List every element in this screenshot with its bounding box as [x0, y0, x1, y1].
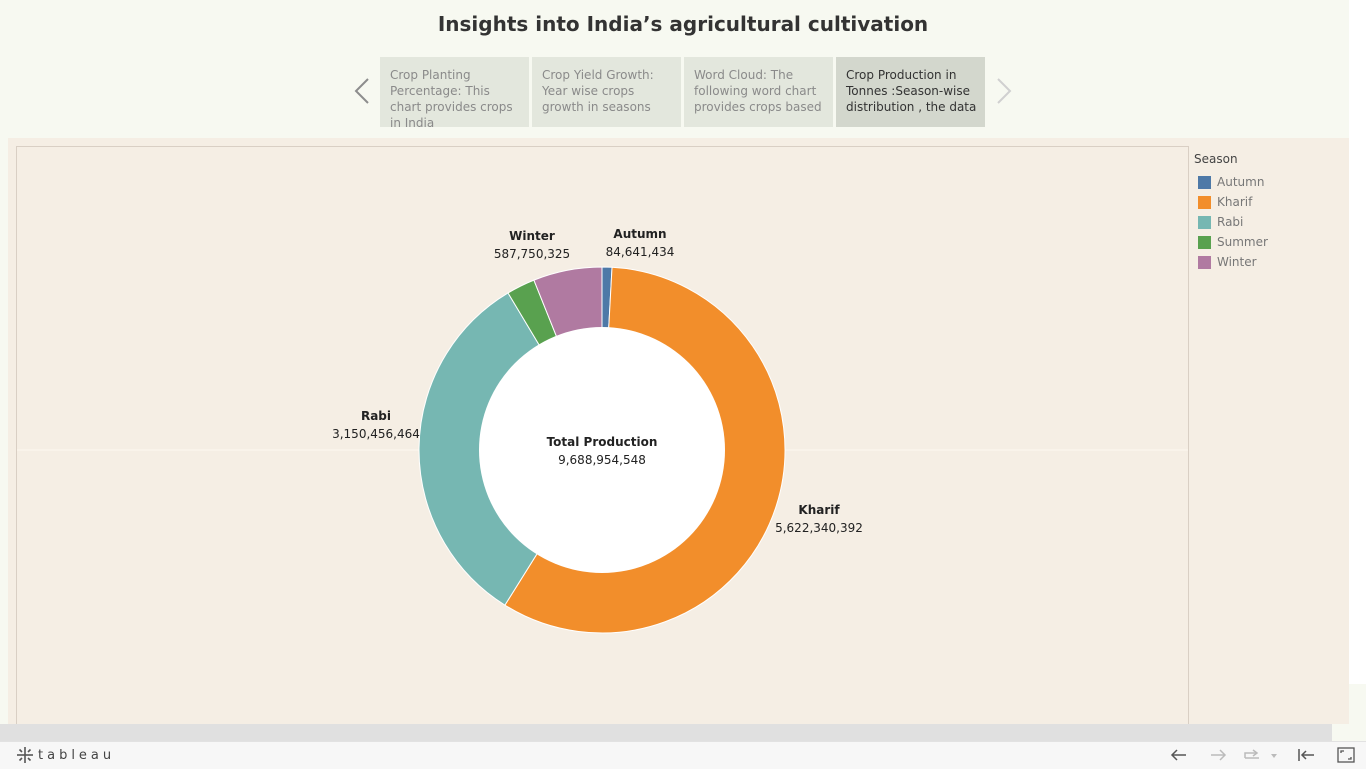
share-button[interactable] — [1242, 746, 1278, 764]
chevron-left-icon — [354, 78, 369, 104]
tableau-logo[interactable]: tableau — [16, 746, 115, 764]
horizontal-scrollbar[interactable] — [0, 724, 1332, 741]
legend-item-rabi[interactable]: Rabi — [1194, 212, 1344, 232]
arrow-right-icon — [1211, 749, 1227, 761]
center-label: Total Production — [547, 435, 658, 449]
legend-item-summer[interactable]: Summer — [1194, 232, 1344, 252]
legend-label: Autumn — [1217, 175, 1265, 189]
legend-title: Season — [1194, 152, 1238, 166]
chevron-right-icon — [997, 78, 1012, 104]
legend-swatch — [1198, 255, 1211, 269]
slice-label-value: 587,750,325 — [494, 247, 570, 261]
story-point-4[interactable]: Crop Production in Tonnes :Season-wise d… — [836, 57, 985, 127]
legend-label: Kharif — [1217, 195, 1253, 209]
season-legend: Season Autumn Kharif Rabi Summer Winter — [1194, 152, 1344, 272]
slice-label-name: Rabi — [361, 409, 391, 423]
story-next-button[interactable] — [990, 73, 1016, 109]
donut-hole — [479, 327, 725, 573]
dashboard-area: Total Production 9,688,954,548 Autumn 84,… — [8, 138, 1349, 724]
story-prev-button[interactable] — [350, 73, 376, 109]
legend-item-winter[interactable]: Winter — [1194, 252, 1344, 272]
legend-item-kharif[interactable]: Kharif — [1194, 192, 1344, 212]
arrow-left-icon — [1170, 749, 1186, 761]
slice-label-value: 5,622,340,392 — [775, 521, 863, 535]
donut-chart: Total Production 9,688,954,548 Autumn 84,… — [17, 227, 1188, 634]
story-point-1[interactable]: Crop Planting Percentage: This chart pro… — [380, 57, 529, 127]
slice-label-name: Autumn — [613, 227, 666, 241]
revert-button[interactable] — [1296, 746, 1316, 764]
legend-swatch — [1198, 175, 1211, 189]
legend-swatch — [1198, 215, 1211, 229]
tableau-cross-icon — [17, 747, 33, 763]
fullscreen-button[interactable] — [1336, 746, 1356, 764]
legend-swatch — [1198, 235, 1211, 249]
share-icon — [1244, 749, 1277, 759]
story-point-2[interactable]: Crop Yield Growth: Year wise crops growt… — [532, 57, 681, 127]
story-point-3[interactable]: Word Cloud: The following word chart pro… — [684, 57, 833, 127]
tableau-toolbar: tableau — [0, 741, 1366, 769]
undo-button[interactable] — [1169, 746, 1189, 764]
legend-swatch — [1198, 195, 1211, 209]
chart-frame — [16, 146, 1189, 724]
legend-item-autumn[interactable]: Autumn — [1194, 172, 1344, 192]
center-value: 9,688,954,548 — [558, 453, 646, 467]
slice-label-name: Winter — [509, 229, 555, 243]
slice-label-name: Kharif — [798, 503, 840, 517]
slice-label-value: 3,150,456,464 — [332, 427, 420, 441]
legend-label: Summer — [1217, 235, 1268, 249]
fullscreen-icon — [1337, 747, 1355, 763]
story-navigator: Crop Planting Percentage: This chart pro… — [350, 57, 1020, 127]
legend-label: Winter — [1217, 255, 1257, 269]
dashboard-title: Insights into India’s agricultural culti… — [437, 12, 929, 36]
legend-label: Rabi — [1217, 215, 1244, 229]
brand-text: tableau — [38, 747, 116, 763]
vertical-scrollbar[interactable] — [1349, 0, 1366, 684]
redo-button[interactable] — [1208, 746, 1228, 764]
slice-label-value: 84,641,434 — [606, 245, 675, 259]
revert-icon — [1298, 749, 1314, 761]
